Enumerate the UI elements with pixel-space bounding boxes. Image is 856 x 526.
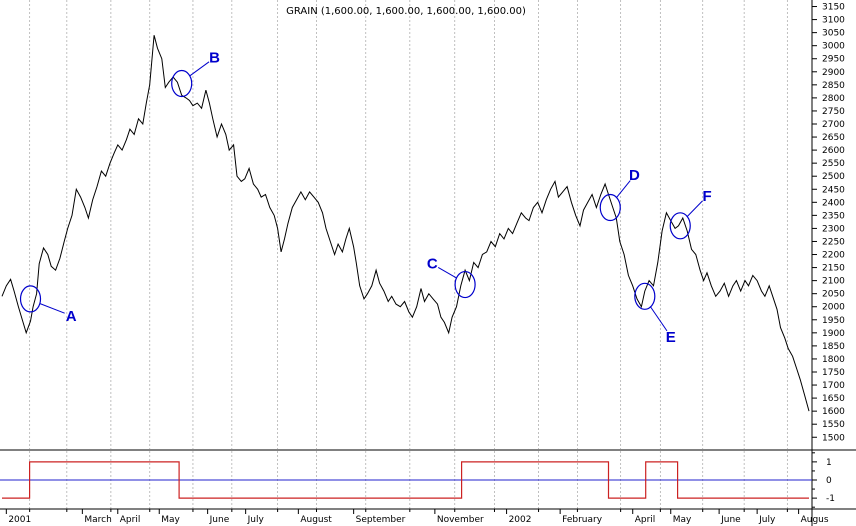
y-tick-label: 2400 xyxy=(822,198,845,208)
price-series xyxy=(1,35,810,412)
y-tick-label: 2150 xyxy=(822,264,845,274)
y-tick-label: 3000 xyxy=(822,42,845,52)
y-tick-label: 1600 xyxy=(822,407,845,417)
y-tick-label: 2800 xyxy=(822,94,845,104)
x-tick-label: November xyxy=(437,515,484,525)
y-tick-label: 1800 xyxy=(822,355,845,365)
x-tick-label: July xyxy=(247,515,265,525)
indicator-tick-label: 0 xyxy=(826,476,832,486)
annotation-label: F xyxy=(702,188,711,205)
annotation-leader xyxy=(189,61,210,77)
y-tick-label: 2450 xyxy=(822,185,845,195)
x-tick-label: 2001 xyxy=(8,515,31,525)
annotation-circle xyxy=(19,285,42,313)
y-tick-label: 1950 xyxy=(822,316,845,326)
chart-title: GRAIN (1,600.00, 1,600.00, 1,600.00, 1,6… xyxy=(286,6,526,17)
y-tick-label: 2650 xyxy=(822,133,845,143)
x-tick-label: September xyxy=(356,515,406,525)
x-tick-label: July xyxy=(758,515,776,525)
x-tick-label: June xyxy=(720,515,741,525)
y-tick-label: 1650 xyxy=(822,394,845,404)
y-tick-label: 2050 xyxy=(822,290,845,300)
y-tick-label: 2700 xyxy=(822,120,845,130)
indicator-tick-label: -1 xyxy=(826,494,835,504)
indicator-tick-label: 1 xyxy=(826,458,832,468)
y-tick-label: 1850 xyxy=(822,342,845,352)
annotations: A B C D E F xyxy=(19,49,712,346)
indicator-step-line xyxy=(2,461,809,499)
y-tick-label: 2000 xyxy=(822,303,845,313)
x-tick-label: March xyxy=(84,515,111,525)
y-tick-label: 1700 xyxy=(822,381,845,391)
y-tick-label: 1900 xyxy=(822,329,845,339)
x-tick-label: August xyxy=(300,515,332,525)
y-tick-label: 3100 xyxy=(822,16,845,26)
y-tick-label: 1550 xyxy=(822,420,845,430)
y-tick-label: 2200 xyxy=(822,251,845,261)
x-tick-label: May xyxy=(673,515,692,525)
y-tick-label: 3050 xyxy=(822,29,845,39)
annotation-leader xyxy=(615,180,631,199)
x-axis-ticks: 2001 March April May June July August September… xyxy=(5,509,829,525)
y-tick-label: 2250 xyxy=(822,237,845,247)
y-tick-label: 2950 xyxy=(822,55,845,65)
price-line xyxy=(1,35,810,412)
y-tick-label: 1500 xyxy=(822,433,845,443)
x-tick-label: April xyxy=(635,515,656,525)
indicator-panel: 1 0 -1 xyxy=(0,452,835,508)
annotation-label: C xyxy=(427,256,438,273)
x-tick-label: February xyxy=(562,515,603,525)
y-tick-label: 2600 xyxy=(822,146,845,156)
y-tick-label: 2100 xyxy=(822,277,845,287)
x-tick-label: 2002 xyxy=(509,515,532,525)
y-tick-label: 2500 xyxy=(822,172,845,182)
annotation-leader xyxy=(649,306,668,332)
x-tick-label: April xyxy=(120,515,141,525)
annotation-label: D xyxy=(629,167,640,184)
x-tick-label: May xyxy=(161,515,180,525)
grid-lines xyxy=(29,0,788,509)
y-tick-label: 2550 xyxy=(822,159,845,169)
annotation-circle xyxy=(171,69,193,98)
annotation-circle xyxy=(669,212,691,240)
annotation-leader xyxy=(437,266,457,279)
y-tick-label: 1750 xyxy=(822,368,845,378)
x-tick-label: Augus xyxy=(801,515,829,525)
y-tick-label: 2300 xyxy=(822,224,845,234)
annotation-label: E xyxy=(666,329,676,346)
y-tick-label: 3150 xyxy=(822,3,845,13)
x-tick-label: June xyxy=(209,515,230,525)
y-tick-label: 2900 xyxy=(822,68,845,78)
annotation-circle xyxy=(454,270,476,299)
y-axis-ticks: 1500 1550 1600 1650 1700 1750 1800 1850 1900 1950… xyxy=(812,3,845,443)
annotation-label: A xyxy=(66,308,77,325)
y-tick-label: 2750 xyxy=(822,107,845,117)
annotation-label: B xyxy=(209,49,220,66)
annotation-circle xyxy=(599,193,621,222)
annotation-leader xyxy=(39,303,65,314)
y-tick-label: 2350 xyxy=(822,211,845,221)
annotation-circle xyxy=(634,282,656,310)
y-tick-label: 2850 xyxy=(822,81,845,91)
annotation-leader xyxy=(686,200,703,218)
